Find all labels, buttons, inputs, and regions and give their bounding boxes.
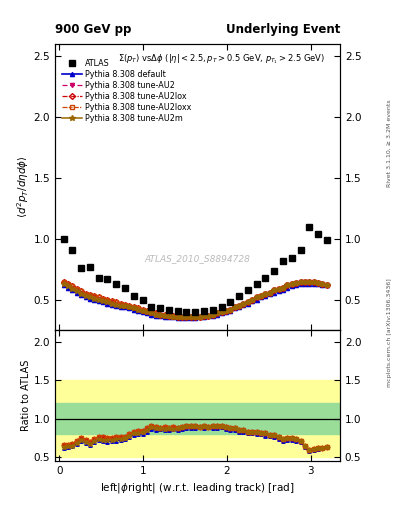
Pythia 8.308 default	[206, 313, 211, 319]
Pythia 8.308 tune-AU2m	[61, 281, 66, 287]
ATLAS	[254, 281, 259, 287]
Pythia 8.308 tune-AU2lox	[224, 308, 228, 314]
Pythia 8.308 tune-AU2m	[123, 303, 127, 309]
ATLAS	[61, 236, 66, 242]
Pythia 8.308 tune-AU2loxx	[61, 279, 66, 285]
Line: Pythia 8.308 tune-AU2: Pythia 8.308 tune-AU2	[61, 280, 329, 319]
Pythia 8.308 tune-AU2m	[294, 280, 298, 286]
ATLAS	[105, 276, 110, 282]
Pythia 8.308 tune-AU2loxx	[224, 308, 228, 314]
Pythia 8.308 default	[123, 304, 127, 310]
ATLAS	[140, 297, 145, 303]
Pythia 8.308 tune-AU2lox	[114, 299, 119, 305]
Pythia 8.308 tune-AU2m	[171, 314, 176, 320]
Pythia 8.308 tune-AU2lox	[153, 310, 158, 316]
Pythia 8.308 tune-AU2loxx	[325, 282, 329, 288]
ATLAS	[114, 281, 119, 287]
Pythia 8.308 tune-AU2m	[206, 313, 211, 319]
ATLAS	[219, 304, 224, 310]
ATLAS	[263, 275, 268, 281]
Text: mcplots.cern.ch [arXiv:1306.3436]: mcplots.cern.ch [arXiv:1306.3436]	[387, 279, 391, 387]
Pythia 8.308 default	[153, 313, 158, 319]
ATLAS	[272, 267, 277, 273]
Pythia 8.308 tune-AU2m	[325, 282, 329, 288]
Pythia 8.308 tune-AU2loxx	[123, 302, 127, 308]
ATLAS	[211, 307, 215, 313]
Pythia 8.308 tune-AU2loxx	[114, 299, 119, 305]
ATLAS	[289, 255, 294, 262]
Line: Pythia 8.308 tune-AU2m: Pythia 8.308 tune-AU2m	[61, 279, 330, 320]
Pythia 8.308 default	[224, 309, 228, 315]
ATLAS	[325, 237, 329, 243]
Pythia 8.308 tune-AU2m	[114, 302, 119, 308]
ATLAS	[167, 307, 171, 313]
ATLAS	[175, 308, 180, 314]
Pythia 8.308 tune-AU2	[153, 311, 158, 317]
Y-axis label: Ratio to ATLAS: Ratio to ATLAS	[21, 360, 31, 431]
Pythia 8.308 tune-AU2	[61, 280, 66, 286]
Pythia 8.308 tune-AU2lox	[294, 280, 298, 286]
Pythia 8.308 tune-AU2	[206, 313, 211, 319]
Pythia 8.308 default	[325, 282, 329, 288]
ATLAS	[131, 293, 136, 300]
ATLAS	[228, 299, 233, 305]
ATLAS	[184, 309, 189, 315]
ATLAS	[70, 247, 75, 253]
Line: Pythia 8.308 tune-AU2lox: Pythia 8.308 tune-AU2lox	[61, 280, 329, 319]
Pythia 8.308 tune-AU2m	[298, 279, 303, 285]
Pythia 8.308 tune-AU2	[298, 279, 303, 285]
Pythia 8.308 tune-AU2lox	[175, 314, 180, 320]
Pythia 8.308 tune-AU2	[123, 303, 127, 309]
Pythia 8.308 tune-AU2	[114, 301, 119, 307]
Pythia 8.308 tune-AU2lox	[206, 313, 211, 319]
Pythia 8.308 tune-AU2loxx	[153, 310, 158, 316]
Line: Pythia 8.308 tune-AU2loxx: Pythia 8.308 tune-AU2loxx	[61, 280, 329, 319]
Pythia 8.308 tune-AU2	[294, 280, 298, 286]
ATLAS	[298, 247, 303, 253]
Pythia 8.308 default	[61, 282, 66, 288]
Pythia 8.308 tune-AU2	[224, 308, 228, 314]
ATLAS	[281, 258, 285, 264]
Pythia 8.308 tune-AU2lox	[325, 282, 329, 288]
Pythia 8.308 tune-AU2loxx	[206, 313, 211, 319]
Text: Underlying Event: Underlying Event	[226, 23, 340, 36]
Line: ATLAS: ATLAS	[61, 224, 330, 315]
Y-axis label: $\langle d^2 p_T / d\eta d\phi \rangle$: $\langle d^2 p_T / d\eta d\phi \rangle$	[15, 156, 31, 219]
X-axis label: left|$\phi$right| (w.r.t. leading track) [rad]: left|$\phi$right| (w.r.t. leading track)…	[100, 481, 295, 495]
Text: Rivet 3.1.10, ≥ 3.2M events: Rivet 3.1.10, ≥ 3.2M events	[387, 99, 391, 187]
ATLAS	[202, 308, 206, 314]
Pythia 8.308 tune-AU2loxx	[294, 280, 298, 286]
Text: $\Sigma(p_T)$ vs$\Delta\phi$ ($|\eta| < 2.5, p_T > 0.5$ GeV, $p_{T_1} > 2.5$ GeV: $\Sigma(p_T)$ vs$\Delta\phi$ ($|\eta| < …	[118, 52, 325, 66]
ATLAS	[316, 231, 320, 237]
ATLAS	[123, 285, 127, 291]
Pythia 8.308 default	[175, 315, 180, 321]
ATLAS	[158, 305, 162, 311]
ATLAS	[237, 293, 241, 300]
ATLAS	[307, 224, 312, 230]
ATLAS	[88, 264, 92, 270]
Pythia 8.308 default	[294, 282, 298, 288]
Pythia 8.308 default	[114, 303, 119, 309]
Pythia 8.308 tune-AU2lox	[123, 302, 127, 308]
Pythia 8.308 tune-AU2m	[153, 311, 158, 317]
Legend: ATLAS, Pythia 8.308 default, Pythia 8.308 tune-AU2, Pythia 8.308 tune-AU2lox, Py: ATLAS, Pythia 8.308 default, Pythia 8.30…	[62, 59, 192, 123]
Pythia 8.308 tune-AU2m	[224, 308, 228, 314]
ATLAS	[149, 304, 154, 310]
ATLAS	[79, 265, 84, 271]
Pythia 8.308 tune-AU2lox	[61, 279, 66, 285]
Pythia 8.308 tune-AU2	[325, 282, 329, 288]
ATLAS	[96, 275, 101, 281]
ATLAS	[193, 309, 198, 315]
Pythia 8.308 default	[298, 281, 303, 287]
Line: Pythia 8.308 default: Pythia 8.308 default	[61, 282, 329, 321]
ATLAS	[246, 287, 250, 293]
Pythia 8.308 tune-AU2loxx	[175, 314, 180, 320]
Text: ATLAS_2010_S8894728: ATLAS_2010_S8894728	[145, 254, 250, 263]
Text: 900 GeV pp: 900 GeV pp	[55, 23, 131, 36]
Pythia 8.308 tune-AU2	[171, 314, 176, 320]
